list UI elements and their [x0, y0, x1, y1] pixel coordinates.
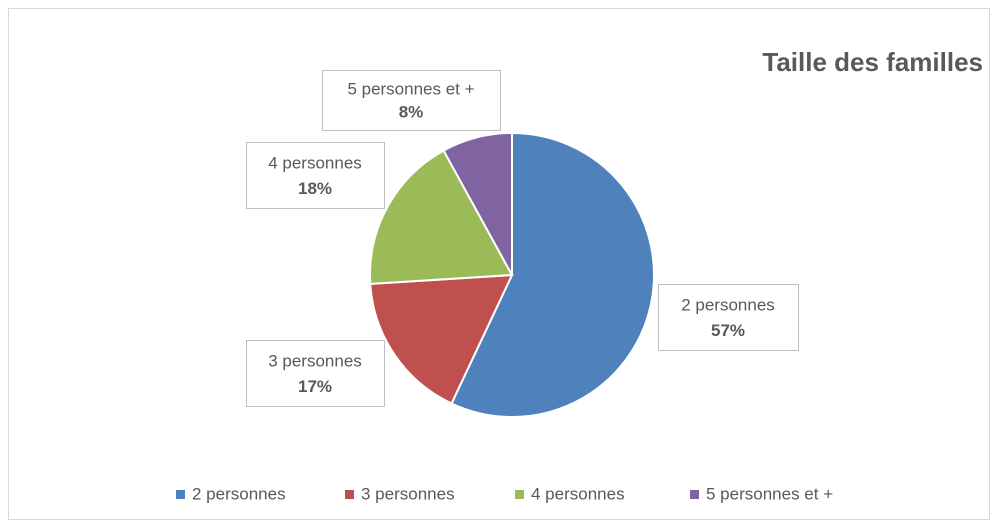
- data-label-value: 57%: [711, 321, 745, 340]
- data-label-box: [322, 70, 501, 131]
- legend-swatch: [176, 490, 185, 499]
- legend-label: 2 personnes: [192, 484, 286, 503]
- pie-slice: [442, 131, 513, 276]
- data-label-box: [246, 340, 385, 407]
- data-label-value: 8%: [399, 103, 424, 122]
- data-label-box: [246, 142, 385, 209]
- data-label-category: 3 personnes: [268, 351, 362, 370]
- data-label-box: [658, 284, 799, 351]
- legend-label: 4 personnes: [531, 484, 625, 503]
- legend-label: 3 personnes: [361, 484, 455, 503]
- legend-swatch: [345, 490, 354, 499]
- pie-slice: [450, 131, 655, 418]
- data-label-category: 5 personnes et +: [347, 79, 474, 98]
- data-label-value: 18%: [298, 179, 332, 198]
- legend-swatch: [515, 490, 524, 499]
- chart-title: Taille des familles: [762, 47, 983, 77]
- pie-slice: [369, 273, 514, 405]
- data-label-value: 17%: [298, 377, 332, 396]
- data-label-category: 2 personnes: [681, 295, 775, 314]
- legend-label: 5 personnes et +: [706, 484, 833, 503]
- pie-slice: [369, 149, 514, 285]
- legend-swatch: [690, 490, 699, 499]
- data-label-category: 4 personnes: [268, 153, 362, 172]
